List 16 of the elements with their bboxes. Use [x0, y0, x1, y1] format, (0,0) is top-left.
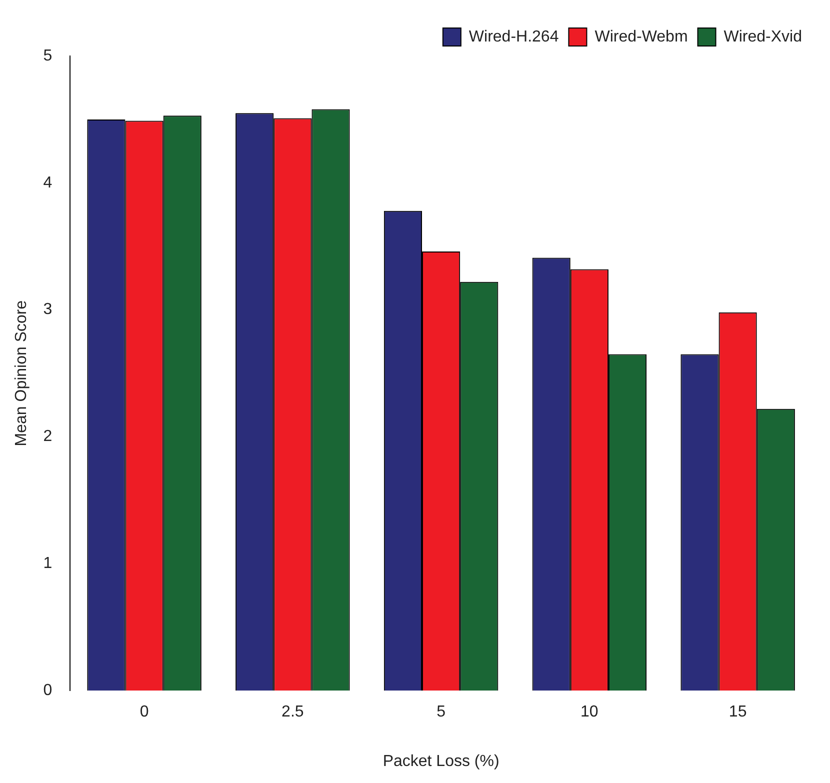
x-tick-label: 15	[728, 704, 747, 721]
y-tick-label: 0	[43, 682, 52, 700]
legend-label: Wired-Xvid	[724, 28, 802, 46]
y-tick-label: 3	[43, 301, 52, 318]
x-axis-title: Packet Loss (%)	[382, 752, 500, 770]
y-tick-label: 5	[43, 47, 52, 64]
x-tick-label: 5	[436, 704, 446, 721]
x-tick-label: 0	[140, 704, 149, 721]
x-tick-label: 2.5	[282, 704, 304, 721]
legend-label: Wired-Webm	[594, 28, 688, 46]
y-axis-title: Mean Opinion Score	[13, 300, 30, 446]
y-tick-label: 1	[43, 555, 52, 572]
y-tick-label: 4	[43, 174, 52, 192]
legend-label: Wired-H.264	[468, 28, 559, 46]
y-tick-label: 2	[43, 428, 52, 446]
x-tick-label: 10	[580, 704, 598, 721]
